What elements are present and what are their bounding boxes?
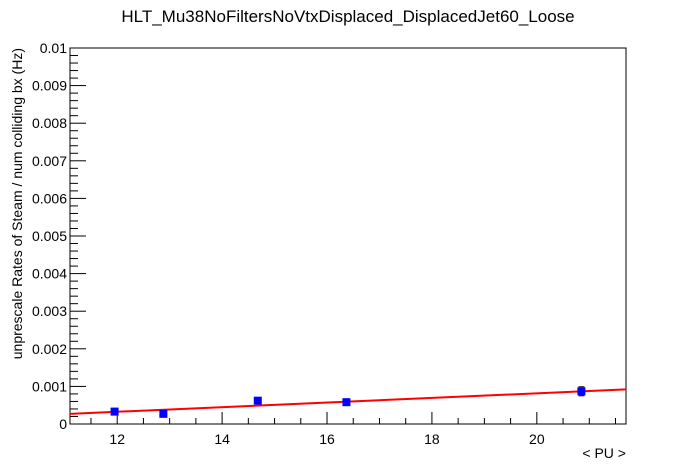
x-tick-label: 20	[529, 431, 545, 447]
y-axis-label: unprescale Rates of Steam / num collidin…	[9, 48, 25, 359]
y-tick-label: 0.005	[32, 228, 67, 244]
data-point	[577, 387, 586, 396]
y-tick-label: 0.006	[32, 190, 67, 206]
x-tick-label: 18	[424, 431, 440, 447]
data-point	[342, 398, 351, 407]
x-tick-label: 12	[109, 431, 125, 447]
y-tick-label: 0.002	[32, 341, 67, 357]
x-tick-label: 16	[319, 431, 335, 447]
y-tick-label: 0.003	[32, 303, 67, 319]
y-tick-label: 0.001	[32, 378, 67, 394]
x-axis: 12 14 16 18 20	[90, 412, 617, 447]
y-tick-label: 0.009	[32, 78, 67, 94]
y-tick-label: 0.01	[40, 40, 67, 56]
y-axis: 0 0.001 0.002 0.003 0.004 0.005 0.006 0.007 0.00…	[32, 40, 86, 432]
data-points	[110, 386, 586, 418]
y-tick-label: 0.008	[32, 115, 67, 131]
data-point	[253, 396, 262, 405]
data-point	[159, 409, 168, 418]
data-point	[110, 407, 119, 416]
x-tick-label: 14	[214, 431, 230, 447]
y-tick-label: 0	[59, 416, 67, 432]
plot-frame	[69, 47, 627, 425]
y-tick-label: 0.004	[32, 266, 67, 282]
chart-title: HLT_Mu38NoFiltersNoVtxDisplaced_Displace…	[121, 7, 574, 26]
x-axis-label: < PU >	[582, 445, 626, 461]
y-tick-label: 0.007	[32, 153, 67, 169]
